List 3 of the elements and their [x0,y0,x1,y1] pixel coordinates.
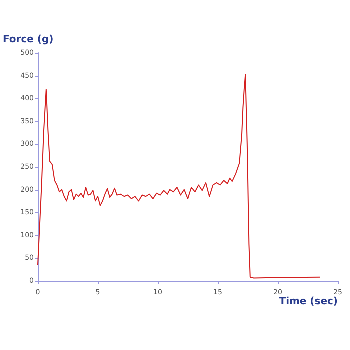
line-series [38,74,320,279]
y-axis-title: Force (g) [3,34,54,46]
x-axis-title: Time (sec) [279,296,338,308]
